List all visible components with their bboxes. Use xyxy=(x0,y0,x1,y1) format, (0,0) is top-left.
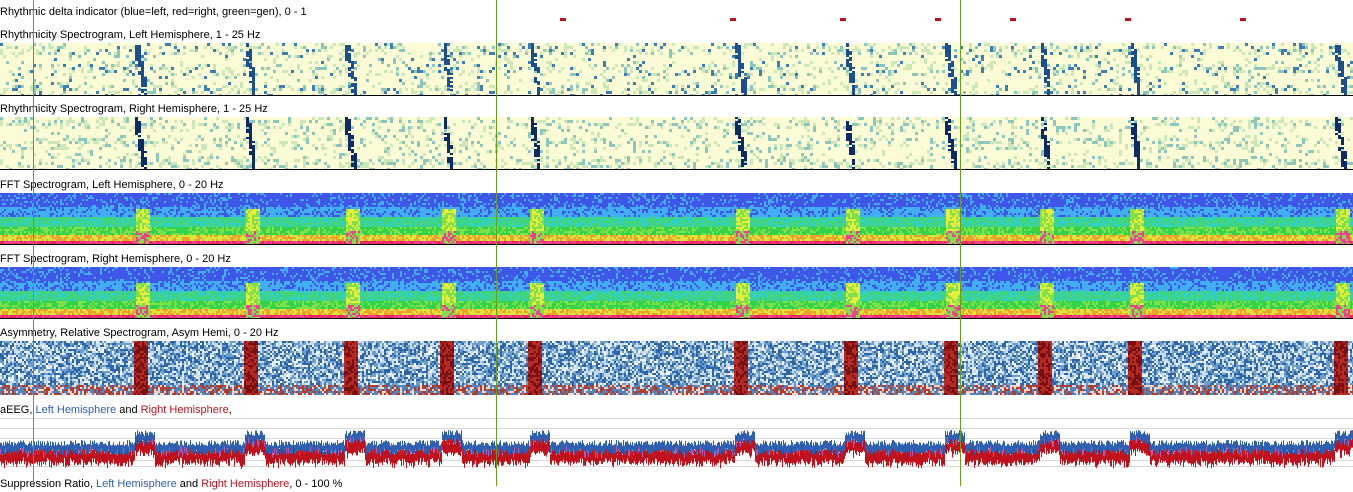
aeeg-left-legend: Left Hemisphere xyxy=(35,404,116,416)
aeeg-trace-panel[interactable] xyxy=(0,416,1353,470)
rhythm-left-title: Rhythmicity Spectrogram, Left Hemisphere… xyxy=(0,27,260,43)
suppression-suffix: , 0 - 100 % xyxy=(289,478,342,490)
rhythmic-delta-title: Rhythmic delta indicator (blue=left, red… xyxy=(0,4,307,20)
fft-left-spectrogram[interactable] xyxy=(0,193,1353,245)
suppression-prefix: Suppression Ratio, xyxy=(0,478,96,490)
aeeg-right-legend: Right Hemisphere xyxy=(141,404,229,416)
asymmetry-spectrogram[interactable] xyxy=(0,341,1353,395)
rhythm-right-spectrogram[interactable] xyxy=(0,117,1353,170)
cursor-line-1[interactable] xyxy=(33,0,34,486)
aeeg-and: and xyxy=(116,404,140,416)
suppression-and: and xyxy=(177,478,201,490)
fft-right-spectrogram[interactable] xyxy=(0,267,1353,319)
rhythm-left-spectrogram[interactable] xyxy=(0,43,1353,96)
cursor-line-2[interactable] xyxy=(496,0,497,486)
asymmetry-title: Asymmetry, Relative Spectrogram, Asym He… xyxy=(0,325,279,341)
aeeg-suffix: , xyxy=(229,404,232,416)
rhythm-right-title: Rhythmicity Spectrogram, Right Hemispher… xyxy=(0,101,268,117)
suppression-right-legend: Right Hemisphere xyxy=(201,478,289,490)
aeeg-title: aEEG, Left Hemisphere and Right Hemisphe… xyxy=(0,402,232,418)
suppression-title: Suppression Ratio, Left Hemisphere and R… xyxy=(0,476,342,492)
aeeg-prefix: aEEG, xyxy=(0,404,35,416)
suppression-left-legend: Left Hemisphere xyxy=(96,478,177,490)
fft-right-title: FFT Spectrogram, Right Hemisphere, 0 - 2… xyxy=(0,251,231,267)
cursor-line-3[interactable] xyxy=(960,0,961,486)
